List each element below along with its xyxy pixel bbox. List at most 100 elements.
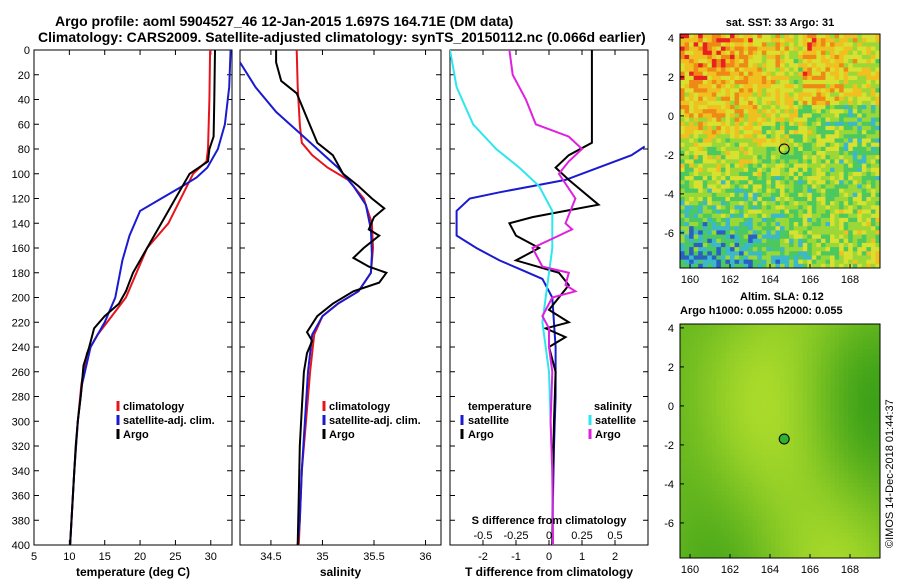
- map-cell: [702, 263, 708, 269]
- map-cell: [743, 424, 749, 429]
- map-cell: [820, 449, 826, 454]
- map-cell: [684, 340, 690, 346]
- map-cell: [843, 75, 849, 81]
- map-cell: [830, 188, 835, 194]
- map-cell: [766, 34, 772, 39]
- map-cell: [798, 96, 804, 102]
- map-cell: [757, 466, 763, 471]
- map-cell: [852, 374, 858, 379]
- map-cell: [752, 441, 758, 446]
- map-cell: [798, 242, 804, 248]
- map-cell: [830, 67, 835, 73]
- map-cell: [789, 167, 795, 173]
- map-cell: [702, 415, 708, 421]
- map-cell: [680, 365, 685, 371]
- x-axis-label: salinity: [320, 565, 362, 579]
- map-cell: [870, 374, 876, 379]
- map-cell: [807, 247, 813, 252]
- map-cell: [689, 50, 695, 56]
- map-cell: [875, 184, 881, 190]
- map-cell: [707, 336, 713, 342]
- map-cell: [875, 155, 881, 160]
- map-cell: [793, 46, 799, 52]
- map-cell: [770, 532, 776, 538]
- map-cell: [870, 226, 876, 231]
- map-cell: [807, 512, 813, 517]
- map-cell: [780, 259, 785, 265]
- map-cell: [716, 532, 722, 538]
- map-cell: [793, 163, 799, 169]
- map-cell: [870, 382, 876, 388]
- map-cell: [739, 482, 745, 488]
- map-cell: [698, 155, 704, 160]
- map-cell: [766, 134, 772, 139]
- map-cell: [775, 507, 781, 513]
- map-cell: [798, 92, 804, 98]
- map-cell: [839, 59, 845, 64]
- map-cell: [825, 163, 831, 169]
- map-cell: [689, 336, 695, 342]
- map-cell: [766, 499, 772, 505]
- map-cell: [811, 201, 817, 206]
- map-cell: [766, 125, 772, 131]
- map-cell: [861, 117, 867, 123]
- map-cell: [734, 142, 740, 148]
- x-tick-label: -1: [511, 551, 521, 563]
- map-cell: [770, 171, 776, 177]
- map-cell: [739, 528, 745, 534]
- map-cell: [848, 113, 854, 118]
- map-cell: [711, 436, 717, 442]
- map-cell: [725, 238, 731, 244]
- map-cell: [693, 230, 699, 235]
- map-cell: [711, 361, 717, 367]
- map-cell: [816, 361, 822, 367]
- map-cell: [825, 512, 831, 517]
- map-cell: [775, 357, 781, 363]
- map-cell: [711, 432, 717, 438]
- map-cell: [820, 436, 826, 442]
- map-cell: [757, 520, 763, 525]
- map-cell: [798, 520, 804, 525]
- map-cell: [784, 84, 790, 89]
- map-cell: [825, 75, 831, 81]
- map-cell: [711, 159, 717, 164]
- map-cell: [875, 247, 881, 252]
- map-cell: [775, 159, 781, 164]
- map-cell: [770, 79, 776, 85]
- map-cell: [734, 457, 740, 463]
- map-cell: [739, 255, 745, 261]
- map-cell: [775, 399, 781, 404]
- map-cell: [866, 328, 872, 333]
- map-cell: [834, 180, 840, 185]
- map-cell: [825, 353, 831, 358]
- map-cell: [816, 263, 822, 269]
- map-cell: [743, 130, 749, 135]
- map-cell: [734, 424, 740, 429]
- map-cell: [784, 378, 790, 383]
- map-cell: [834, 332, 840, 337]
- map-cell: [748, 382, 754, 388]
- map-cell: [834, 113, 840, 118]
- map-cell: [789, 428, 795, 434]
- map-cell: [807, 142, 813, 148]
- map-cell: [820, 142, 826, 148]
- map-cell: [789, 449, 795, 454]
- map-cell: [757, 100, 763, 106]
- map-cell: [848, 407, 854, 413]
- map-cell: [680, 155, 685, 160]
- map-cell: [870, 328, 876, 333]
- map-cell: [839, 524, 845, 530]
- map-cell: [825, 54, 831, 60]
- map-cell: [857, 328, 863, 333]
- map-cell: [784, 109, 790, 114]
- map-cell: [793, 96, 799, 102]
- map-cell: [839, 142, 845, 148]
- map-cell: [752, 478, 758, 484]
- map-cell: [775, 75, 781, 81]
- map-cell: [761, 209, 767, 215]
- map-cell: [852, 222, 858, 227]
- map-cell: [839, 470, 845, 475]
- map-cell: [802, 138, 808, 144]
- map-cell: [707, 238, 713, 244]
- map-cell: [830, 138, 835, 144]
